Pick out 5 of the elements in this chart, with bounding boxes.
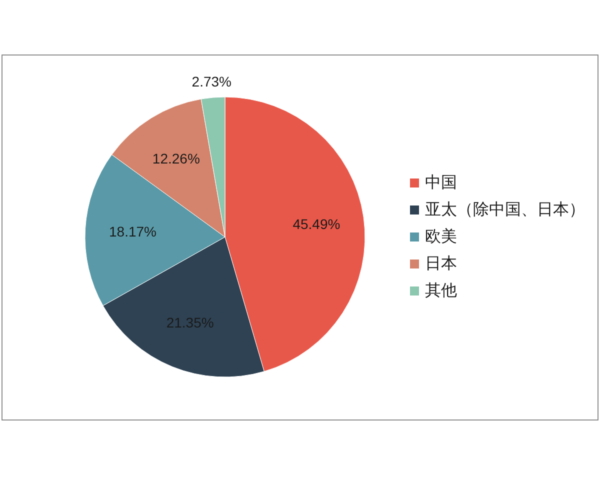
legend-label: 亚太（除中国、日本） [425,200,585,218]
legend-label: 其他 [425,282,457,300]
legend-label: 欧美 [425,228,457,246]
legend-label: 日本 [425,254,457,272]
legend-label: 中国 [425,174,457,192]
